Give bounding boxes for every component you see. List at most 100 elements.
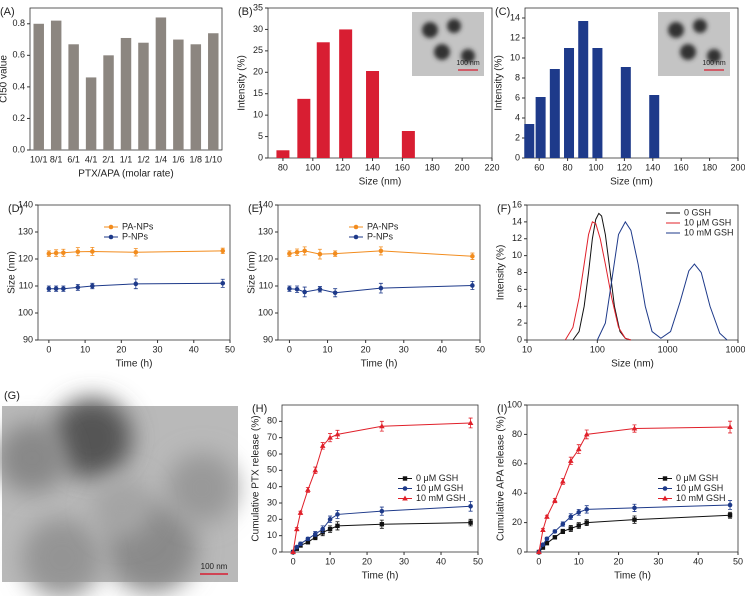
marker [53,286,59,292]
y-tick-label: 4 [517,301,522,311]
legend-label: 0 μM GSH [676,473,718,483]
inset-scale-label: 100 nm [702,60,726,67]
marker [297,509,304,515]
x-tick-label: 6/1 [67,154,80,164]
marker [544,536,550,542]
marker [467,419,474,425]
marker [631,425,638,431]
y-tick-label: 0.4 [12,81,25,91]
marker [61,250,66,256]
x-tick-label: 220 [484,162,499,172]
marker [332,290,338,296]
inset-particle [668,22,684,38]
marker [90,249,95,254]
legend-label: 0 μM GSH [416,473,458,483]
y-tick-label: 60 [267,448,277,458]
marker [220,248,226,254]
marker [584,507,590,512]
bar [620,67,631,158]
bar [549,69,560,158]
x-tick-label: 140 [645,162,660,172]
y-tick-label: 30 [253,24,263,34]
x-axis-label: Time (h) [614,571,651,582]
bar [103,55,114,151]
marker [560,478,566,484]
marker [294,286,300,292]
legend-label: 10 μM GSH [684,217,731,227]
marker [335,512,340,517]
inset-particle [447,19,461,33]
marker [46,286,52,292]
series-line [538,504,731,553]
x-tick-label: 1/8 [190,154,203,164]
bar [173,39,184,150]
marker [632,517,637,522]
x-tick-label: 40 [693,556,703,566]
x-tick-label: 20 [362,556,372,566]
x-tick-label: 30 [399,344,409,354]
legend-marker [402,476,408,481]
y-tick-label: 80 [267,416,277,426]
panel-label: (B) [238,6,253,18]
panel-label: (A) [0,6,15,18]
marker [560,529,566,534]
marker [61,286,66,292]
image-shade [92,478,152,538]
x-axis-label: Time (h) [116,359,153,370]
series-line [572,212,632,341]
x-tick-label: 140 [365,162,380,172]
marker [583,431,590,437]
y-tick-label: 0 [258,152,263,162]
bar [578,21,589,158]
marker [540,526,546,532]
y-tick-label: 20 [512,517,522,527]
x-tick-label: 160 [395,162,410,172]
marker [313,535,318,540]
y-tick-label: 120 [18,253,33,263]
x-tick-label: 120 [617,162,632,172]
x-tick-label: 180 [702,162,717,172]
marker [552,497,558,503]
y-tick-label: 110 [259,280,273,290]
legend-marker [402,486,408,491]
y-tick-label: 14 [512,216,522,226]
y-tick-label: 10 [253,110,263,120]
x-tick-label: 10 [323,344,333,354]
x-axis-label: Size (nm) [610,177,653,188]
marker [378,285,384,291]
y-tick-label: 35 [253,2,263,12]
y-axis-label: Intensity (%) [237,55,248,111]
y-tick-label: 60 [512,458,522,468]
marker [552,529,558,534]
marker [305,540,311,545]
y-tick-label: 100 [258,307,273,317]
plot-frame [526,404,739,553]
y-tick-label: 10 [267,530,277,540]
x-tick-label: 100 [305,162,320,172]
y-tick-label: 140 [18,199,33,209]
y-axis-label: Size (nm) [7,251,18,294]
marker [294,544,300,550]
plot-frame [267,7,493,159]
x-tick-label: 40 [437,344,447,354]
marker [544,513,550,519]
marker [727,424,733,430]
x-tick-label: 10 [574,556,584,566]
x-axis-label: Time (h) [361,359,398,370]
y-tick-label: 2 [515,132,520,142]
bar [535,97,546,158]
marker [327,517,333,522]
inset-scale-label: 100 nm [456,60,480,67]
y-tick-label: 6 [515,92,520,102]
y-axis-label: Size (nm) [247,251,258,294]
series-line [564,221,632,341]
plot-frame [37,204,231,341]
bar [138,42,149,150]
marker [75,285,81,290]
x-tick-label: 1/4 [155,154,168,164]
x-tick-label: 40 [436,556,446,566]
y-tick-label: 20 [253,67,263,77]
x-tick-label: 80 [563,162,573,172]
legend-label: P-NPs [122,231,149,241]
